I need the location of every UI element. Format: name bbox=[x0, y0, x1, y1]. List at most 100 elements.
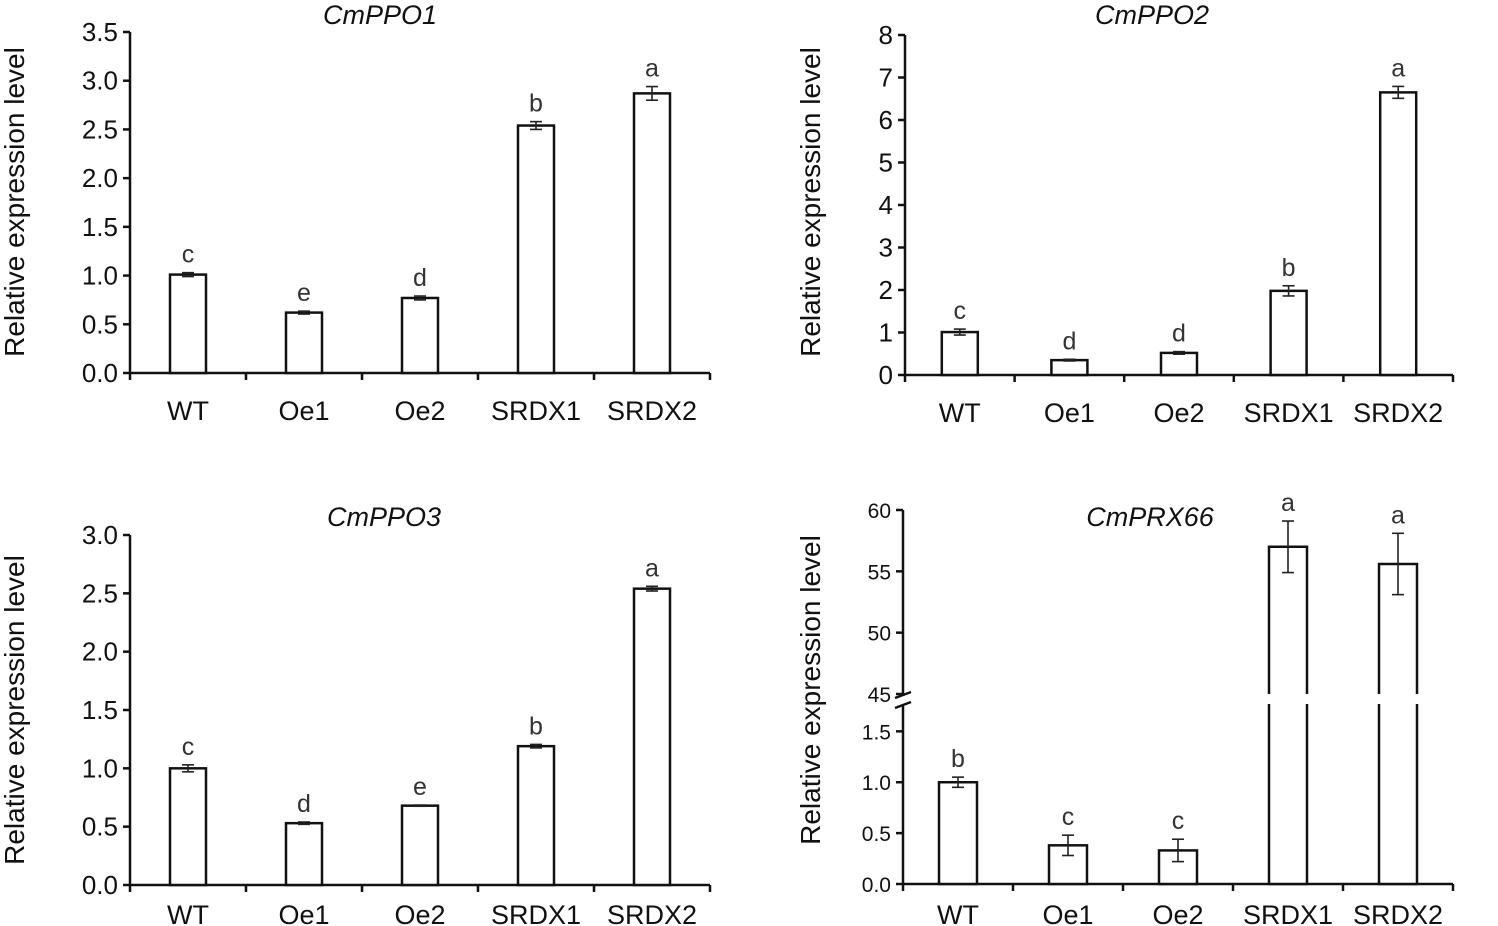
bar-srdx1 bbox=[516, 744, 556, 887]
significance-letter: a bbox=[1281, 489, 1295, 517]
y-tick-label: 4 bbox=[879, 190, 893, 220]
y-tick-label: 2.5 bbox=[82, 114, 118, 144]
y-tick-label: 2.0 bbox=[82, 163, 118, 193]
y-tick-label: 3.0 bbox=[82, 520, 118, 550]
y-tick-label: 1.5 bbox=[82, 212, 118, 242]
bar-oe1 bbox=[284, 311, 324, 375]
significance-letter: b bbox=[1282, 254, 1296, 282]
y-axis-label: Relative expression level bbox=[0, 555, 30, 865]
category-label: SRDX1 bbox=[1243, 900, 1333, 926]
bar-wt bbox=[937, 780, 979, 886]
y-tick-label: 2.0 bbox=[82, 637, 118, 667]
category-label: SRDX2 bbox=[607, 900, 697, 926]
y-tick-label: 3.5 bbox=[82, 17, 118, 47]
significance-letter: c bbox=[1062, 803, 1075, 831]
significance-letter: d bbox=[1172, 320, 1186, 348]
y-tick-label: 1.5 bbox=[862, 721, 891, 744]
panel-title: CmPRX66 bbox=[1086, 502, 1215, 532]
category-label: Oe2 bbox=[394, 900, 445, 926]
category-label: SRDX2 bbox=[607, 396, 697, 426]
category-label: SRDX1 bbox=[491, 396, 581, 426]
significance-letter: b bbox=[951, 745, 965, 773]
significance-letter: c bbox=[954, 297, 967, 325]
bar-wt bbox=[168, 273, 208, 375]
panel-title: CmPPO2 bbox=[1095, 0, 1209, 30]
category-label: WT bbox=[167, 396, 209, 426]
panel-title: CmPPO3 bbox=[327, 502, 441, 532]
y-tick-label: 7 bbox=[879, 63, 893, 93]
category-label: Oe2 bbox=[1152, 900, 1203, 926]
category-label: Oe1 bbox=[278, 396, 329, 426]
y-tick-label: 6 bbox=[879, 105, 893, 135]
y-tick-label: 0.0 bbox=[82, 358, 118, 388]
y-tick-label: 3.0 bbox=[82, 66, 118, 96]
y-axis-label: Relative expression level bbox=[795, 535, 826, 845]
bar-srdx2-lower bbox=[1377, 704, 1419, 886]
y-axis-label: Relative expression level bbox=[0, 47, 30, 357]
significance-letter: d bbox=[297, 790, 311, 818]
category-label: Oe1 bbox=[278, 900, 329, 926]
category-label: SRDX1 bbox=[491, 900, 581, 926]
significance-letter: d bbox=[1062, 327, 1076, 355]
axis-break-mark bbox=[894, 700, 912, 710]
significance-letter: c bbox=[182, 241, 195, 269]
y-tick-label: 0.5 bbox=[862, 823, 891, 846]
y-axis-label: Relative expression level bbox=[795, 47, 826, 357]
y-tick-label: 0.0 bbox=[82, 870, 118, 900]
significance-letter: a bbox=[645, 554, 659, 582]
bar-srdx1-lower bbox=[1267, 704, 1309, 886]
bar-oe1 bbox=[1050, 358, 1089, 377]
y-tick-label: 60 bbox=[868, 500, 891, 523]
y-tick-label: 1 bbox=[879, 318, 893, 348]
y-tick-label: 2 bbox=[879, 275, 893, 305]
bar-srdx1 bbox=[1269, 289, 1308, 377]
significance-letter: c bbox=[182, 733, 195, 761]
significance-letter: a bbox=[1391, 501, 1405, 529]
bar-srdx1 bbox=[516, 124, 556, 375]
y-tick-label: 1.0 bbox=[862, 772, 891, 795]
significance-letter: b bbox=[529, 90, 543, 118]
significance-letter: a bbox=[1391, 54, 1405, 82]
bar-wt bbox=[168, 767, 208, 887]
bar-oe2 bbox=[400, 804, 440, 887]
category-label: WT bbox=[937, 900, 979, 926]
significance-letter: a bbox=[645, 55, 659, 83]
bar-srdx2 bbox=[1378, 91, 1418, 377]
category-label: Oe1 bbox=[1042, 900, 1093, 926]
y-tick-label: 1.0 bbox=[82, 261, 118, 291]
category-label: Oe2 bbox=[1153, 398, 1204, 428]
y-tick-label: 50 bbox=[868, 623, 891, 646]
y-tick-label: 0.0 bbox=[862, 874, 891, 897]
category-label: WT bbox=[939, 398, 981, 428]
y-tick-label: 45 bbox=[868, 684, 891, 707]
bar-oe1 bbox=[284, 821, 324, 887]
y-tick-label: 2.5 bbox=[82, 578, 118, 608]
category-label: Oe1 bbox=[1044, 398, 1095, 428]
significance-letter: e bbox=[297, 279, 311, 307]
bar-srdx2 bbox=[632, 92, 672, 375]
y-tick-label: 0.5 bbox=[82, 812, 118, 842]
category-label: Oe2 bbox=[394, 396, 445, 426]
significance-letter: d bbox=[413, 264, 427, 292]
panel-cmppo3: CmPPO3 Relative expression level 0.0 0.5 1… bbox=[0, 502, 712, 926]
significance-letter: c bbox=[1172, 807, 1185, 835]
category-label: SRDX2 bbox=[1353, 900, 1443, 926]
panel-title: CmPPO1 bbox=[323, 0, 437, 30]
y-tick-label: 1.0 bbox=[82, 753, 118, 783]
panel-cmppo1: CmPPO1 Relative expression level 0.0 0.5 1… bbox=[0, 0, 712, 426]
y-tick-label: 8 bbox=[879, 20, 893, 50]
bar-wt bbox=[940, 330, 980, 377]
category-label: SRDX2 bbox=[1353, 398, 1443, 428]
y-tick-label: 5 bbox=[879, 148, 893, 178]
bar-oe2 bbox=[1159, 351, 1199, 377]
category-label: WT bbox=[167, 900, 209, 926]
y-tick-label: 0 bbox=[879, 360, 893, 390]
y-tick-label: 3 bbox=[879, 233, 893, 263]
significance-letter: e bbox=[413, 773, 427, 801]
category-label: SRDX1 bbox=[1244, 398, 1334, 428]
significance-letter: b bbox=[529, 712, 543, 740]
y-tick-label: 55 bbox=[868, 561, 891, 584]
bar-oe2 bbox=[400, 296, 440, 375]
bar-srdx2 bbox=[632, 587, 672, 887]
